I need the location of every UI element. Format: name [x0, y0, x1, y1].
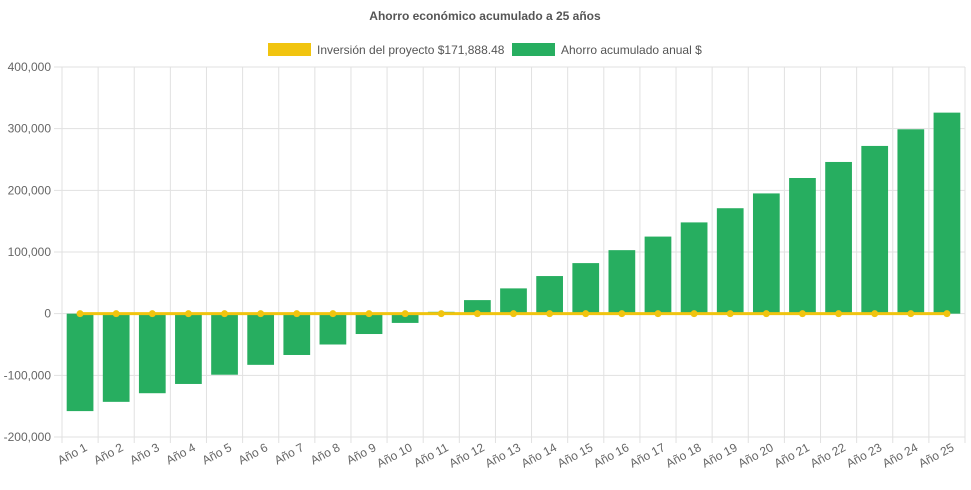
- bar-ahorro-12[interactable]: [464, 300, 491, 314]
- bar-ahorro-14[interactable]: [536, 276, 563, 314]
- investment-point-11[interactable]: [437, 310, 445, 318]
- legend-swatch-savings[interactable]: [512, 43, 555, 56]
- x-tick-label: Año 21: [772, 440, 812, 470]
- bar-ahorro-18[interactable]: [680, 222, 708, 314]
- x-tick-label: Año 19: [699, 440, 739, 470]
- investment-point-14[interactable]: [546, 310, 554, 318]
- investment-point-24[interactable]: [907, 310, 915, 318]
- investment-point-5[interactable]: [221, 310, 229, 318]
- legend-label-savings[interactable]: Ahorro acumulado anual $: [561, 43, 702, 57]
- y-tick-label: 100,000: [8, 245, 52, 259]
- x-tick-label: Año 11: [411, 440, 451, 470]
- investment-point-17[interactable]: [654, 310, 662, 318]
- investment-point-15[interactable]: [582, 310, 590, 318]
- x-tick-label: Año 10: [374, 440, 414, 470]
- investment-point-13[interactable]: [510, 310, 517, 318]
- investment-point-3[interactable]: [148, 310, 156, 318]
- x-tick-label: Año 20: [736, 440, 776, 470]
- investment-point-8[interactable]: [329, 310, 337, 318]
- bar-ahorro-10[interactable]: [391, 313, 419, 323]
- x-tick-label: Año 12: [447, 440, 487, 470]
- x-tick-label: Año 5: [200, 440, 235, 467]
- bar-ahorro-23[interactable]: [861, 145, 889, 314]
- legend-swatch-investment[interactable]: [268, 43, 311, 56]
- investment-point-1[interactable]: [76, 310, 84, 318]
- bar-ahorro-21[interactable]: [789, 178, 816, 314]
- bar-ahorro-25[interactable]: [933, 112, 961, 314]
- investment-point-18[interactable]: [690, 310, 698, 318]
- bar-ahorro-1[interactable]: [66, 313, 94, 412]
- investment-point-4[interactable]: [184, 310, 192, 318]
- x-tick-label: Año 15: [555, 440, 595, 470]
- investment-point-10[interactable]: [401, 310, 409, 318]
- x-tick-label: Año 17: [627, 440, 667, 470]
- bar-ahorro-4[interactable]: [175, 313, 202, 384]
- x-tick-label: Año 9: [344, 440, 379, 467]
- bar-ahorro-24[interactable]: [897, 129, 925, 314]
- investment-point-12[interactable]: [473, 310, 481, 318]
- bar-ahorro-16[interactable]: [608, 250, 636, 314]
- x-tick-label: Año 4: [164, 440, 199, 467]
- investment-point-2[interactable]: [112, 310, 120, 318]
- investment-point-19[interactable]: [726, 310, 734, 318]
- bar-ahorro-15[interactable]: [572, 263, 600, 314]
- bar-ahorro-7[interactable]: [283, 313, 311, 355]
- investment-point-9[interactable]: [365, 310, 373, 318]
- bar-ahorro-22[interactable]: [825, 161, 852, 314]
- investment-point-6[interactable]: [257, 310, 265, 318]
- x-tick-label: Año 18: [663, 440, 703, 470]
- investment-point-25[interactable]: [943, 310, 951, 318]
- y-tick-label: 200,000: [8, 183, 52, 197]
- legend-label-investment[interactable]: Inversión del proyecto $171,888.48: [317, 43, 505, 57]
- x-tick-label: Año 22: [808, 440, 848, 470]
- x-tick-label: Año 1: [55, 440, 90, 467]
- investment-point-16[interactable]: [618, 310, 626, 318]
- investment-point-22[interactable]: [835, 310, 843, 318]
- investment-point-7[interactable]: [293, 310, 301, 318]
- y-tick-label: 300,000: [8, 122, 52, 136]
- investment-point-21[interactable]: [798, 310, 806, 318]
- x-tick-label: Año 23: [844, 440, 884, 470]
- bar-ahorro-2[interactable]: [102, 313, 130, 402]
- x-tick-label: Año 13: [483, 440, 523, 470]
- investment-point-20[interactable]: [762, 310, 770, 318]
- x-tick-label: Año 24: [880, 440, 920, 470]
- bar-ahorro-8[interactable]: [319, 313, 347, 345]
- bar-ahorro-20[interactable]: [752, 193, 780, 314]
- line-series: [76, 310, 951, 318]
- bar-ahorro-9[interactable]: [355, 313, 383, 335]
- x-tick-label: Año 2: [91, 440, 126, 467]
- x-tick-label: Año 25: [916, 440, 956, 470]
- x-axis-ticks: Año 1 Año 2 Año 3 Año 4 Año 5 Año 6 Año 7 Año 8…: [55, 440, 956, 470]
- y-tick-label: -200,000: [4, 430, 52, 444]
- chart-title: Ahorro económico acumulado a 25 años: [369, 9, 601, 23]
- x-tick-label: Año 3: [127, 440, 162, 467]
- x-tick-label: Año 16: [591, 440, 631, 470]
- bar-ahorro-19[interactable]: [716, 208, 744, 314]
- legend[interactable]: Inversión del proyecto $171,888.48 Ahorr…: [268, 43, 702, 57]
- bar-ahorro-6[interactable]: [247, 313, 275, 365]
- bar-series: [66, 112, 961, 412]
- x-tick-label: Año 14: [519, 440, 559, 470]
- y-tick-label: -100,000: [4, 368, 52, 382]
- bar-ahorro-3[interactable]: [138, 313, 166, 394]
- grid: [54, 66, 966, 443]
- investment-point-23[interactable]: [871, 310, 879, 318]
- bar-ahorro-17[interactable]: [644, 236, 672, 314]
- y-axis-ticks: 400,000 300,000 200,000 100,000 0 -100,000 -20…: [4, 60, 52, 444]
- x-tick-label: Año 7: [272, 440, 307, 467]
- bar-ahorro-5[interactable]: [211, 313, 238, 375]
- x-tick-label: Año 8: [308, 440, 343, 467]
- y-tick-label: 0: [44, 307, 51, 321]
- bar-ahorro-13[interactable]: [500, 288, 527, 314]
- x-tick-label: Año 6: [236, 440, 271, 467]
- y-tick-label: 400,000: [8, 60, 52, 74]
